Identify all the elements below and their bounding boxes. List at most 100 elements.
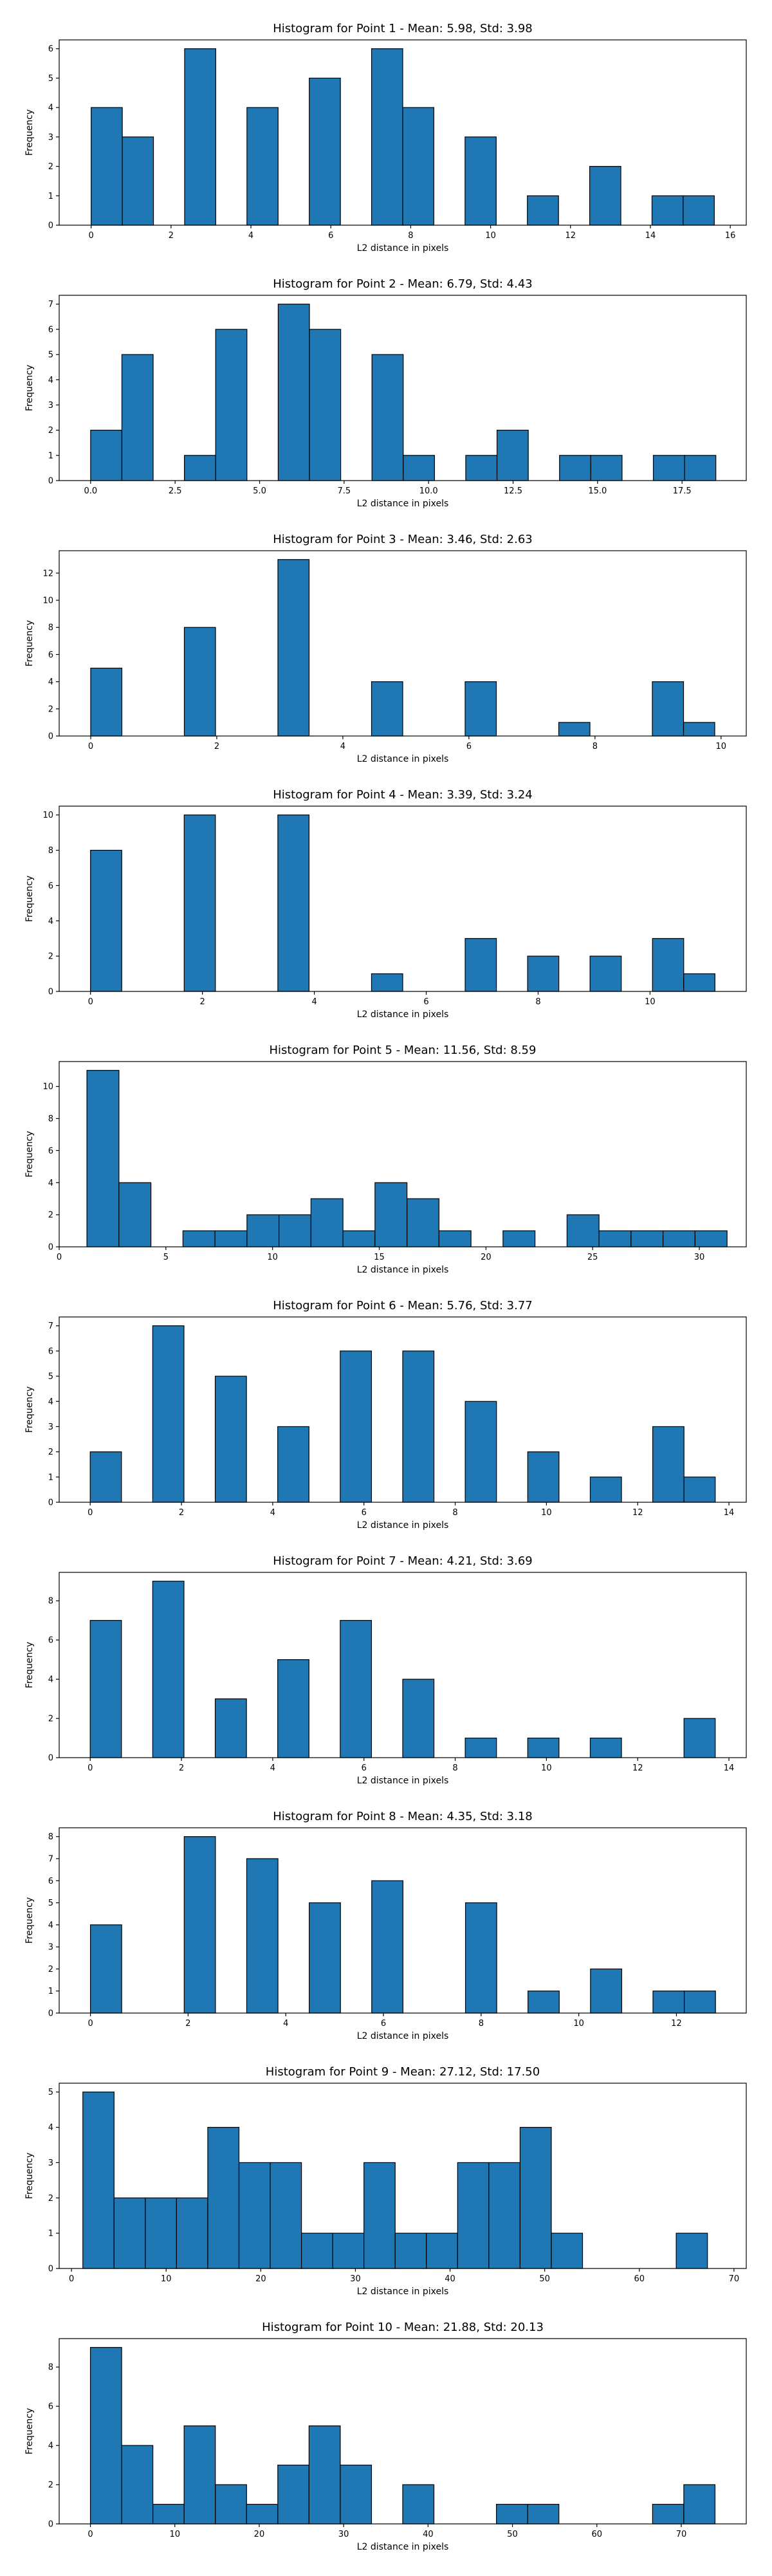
histogram-6: Histogram for Point 6 - Mean: 5.76, Std:…: [24, 1299, 747, 1531]
y-tick-label: 4: [48, 1397, 53, 1407]
histogram-bar: [238, 2162, 271, 2269]
histogram-bar: [309, 77, 341, 226]
histogram-bar: [89, 1451, 122, 1503]
histogram-bar: [90, 667, 123, 737]
histogram-bar: [676, 2232, 708, 2269]
histogram-bar: [340, 1620, 372, 1758]
x-tick-label: 0: [88, 997, 93, 1007]
y-tick-label: 5: [48, 351, 53, 360]
y-axis-label: Frequency: [24, 620, 35, 667]
y-tick-label: 10: [42, 596, 53, 606]
histogram-bar: [402, 1350, 435, 1503]
x-tick-label: 8: [535, 997, 540, 1007]
histogram-bar: [183, 814, 216, 992]
x-tick-label: 0: [89, 231, 94, 241]
x-tick-label: 10: [485, 231, 496, 241]
x-tick-label: 10: [573, 2019, 584, 2029]
y-tick-label: 2: [48, 1965, 53, 1974]
histogram-bar: [464, 938, 497, 992]
histogram-bar: [402, 2484, 435, 2525]
histogram-bar: [310, 1198, 344, 1247]
histogram-bar: [183, 1836, 216, 2014]
x-tick-label: 60: [591, 2530, 602, 2539]
x-tick-label: 50: [539, 2274, 550, 2284]
x-tick-label: 6: [423, 997, 428, 1007]
chart-title: Histogram for Point 4 - Mean: 3.39, Std:…: [273, 788, 533, 802]
y-tick-label: 4: [48, 677, 53, 687]
histogram-bar: [300, 2232, 333, 2269]
histogram-7: Histogram for Point 7 - Mean: 4.21, Std:…: [24, 1554, 747, 1786]
y-tick-label: 1: [48, 451, 53, 461]
y-tick-label: 4: [48, 1920, 53, 1930]
x-tick-label: 8: [479, 2019, 484, 2029]
plot-frame: [59, 2338, 747, 2525]
y-tick-label: 2: [48, 1715, 53, 1724]
y-tick-label: 7: [48, 300, 53, 309]
y-tick-label: 5: [48, 2088, 53, 2097]
y-tick-label: 1: [48, 1987, 53, 1996]
histogram-bar: [246, 1214, 280, 1247]
histogram-4: Histogram for Point 4 - Mean: 3.39, Std:…: [24, 788, 747, 1020]
histogram-bar: [152, 1581, 185, 1758]
histogram-bar: [651, 195, 684, 226]
y-axis-label: Frequency: [24, 2153, 35, 2199]
histogram-bar: [527, 1737, 560, 1758]
histogram-bar: [590, 1968, 623, 2014]
histogram-bar: [519, 2126, 552, 2269]
y-tick-label: 6: [48, 1146, 53, 1156]
x-tick-label: 12.5: [504, 486, 522, 496]
x-tick-label: 10: [161, 2274, 172, 2284]
histogram-bar: [527, 955, 560, 992]
chart-title: Histogram for Point 7 - Mean: 4.21, Std:…: [273, 1554, 533, 1568]
histogram-bar: [589, 1477, 622, 1503]
histogram-bar: [152, 2503, 185, 2525]
histogram-bar: [113, 2197, 146, 2269]
y-tick-label: 8: [48, 1832, 53, 1842]
y-tick-label: 8: [48, 2363, 53, 2373]
histogram-bar: [371, 1880, 403, 2014]
y-tick-label: 2: [48, 162, 53, 172]
x-tick-label: 17.5: [673, 486, 692, 496]
plot-frame: [59, 805, 747, 992]
x-tick-label: 14: [724, 1508, 735, 1518]
histogram-bar: [371, 354, 404, 481]
histogram-bar: [684, 455, 717, 481]
histogram-bar: [527, 195, 559, 226]
x-tick-label: 20: [481, 1253, 492, 1262]
x-tick-label: 12: [565, 231, 576, 241]
histogram-bar: [214, 1375, 247, 1503]
y-tick-label: 5: [48, 74, 53, 84]
y-tick-label: 4: [48, 1675, 53, 1685]
histogram-bar: [246, 2503, 279, 2525]
x-tick-label: 10.0: [419, 486, 438, 496]
y-tick-label: 4: [48, 2442, 53, 2451]
histogram-bar: [590, 455, 623, 481]
histogram-bar: [279, 1214, 311, 1247]
x-tick-label: 2: [200, 997, 205, 1007]
histogram-bar: [309, 329, 342, 481]
x-tick-label: 0: [69, 2274, 74, 2284]
histogram-bar: [488, 2162, 521, 2269]
chart-title: Histogram for Point 5 - Mean: 11.56, Std…: [270, 1044, 537, 1057]
x-tick-label: 2: [179, 1763, 184, 1773]
x-tick-label: 4: [340, 742, 345, 751]
y-tick-label: 6: [48, 2402, 53, 2412]
y-tick-label: 5: [48, 1899, 53, 1908]
x-tick-label: 4: [311, 997, 317, 1007]
histogram-bar: [652, 681, 685, 737]
histogram-bar: [89, 1620, 122, 1758]
x-axis-label: L2 distance in pixels: [357, 243, 449, 253]
x-tick-label: 20: [255, 2274, 266, 2284]
x-tick-label: 40: [445, 2274, 455, 2284]
histogram-bar: [121, 2445, 154, 2525]
histogram-2: Histogram for Point 2 - Mean: 6.79, Std:…: [24, 277, 747, 509]
histogram-bar: [374, 1182, 408, 1247]
chart-title: Histogram for Point 1 - Mean: 5.98, Std:…: [273, 22, 533, 35]
histogram-bar: [121, 354, 154, 481]
histogram-bar: [145, 2197, 178, 2269]
x-tick-label: 0: [87, 2530, 93, 2539]
x-tick-label: 10: [267, 1253, 278, 1262]
x-tick-label: 6: [362, 1763, 367, 1773]
plot-frame: [59, 1061, 747, 1247]
y-axis-label: Frequency: [24, 1131, 35, 1177]
